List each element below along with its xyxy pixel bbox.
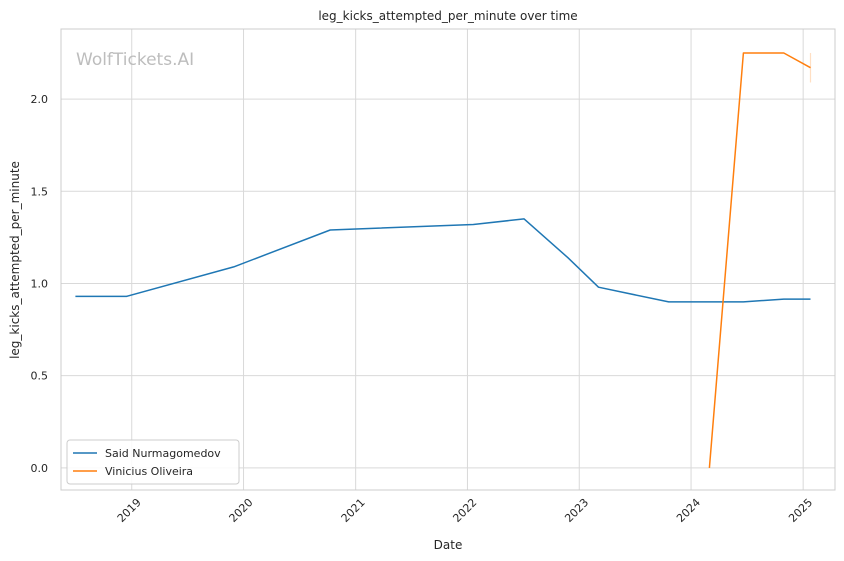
y-axis-title: leg_kicks_attempted_per_minute	[8, 161, 22, 359]
x-axis-title: Date	[434, 538, 463, 552]
series-line-2	[708, 52, 811, 468]
y-tick-label: 0.5	[31, 370, 49, 383]
y-tick-label: 1.0	[31, 277, 49, 290]
chart-title: leg_kicks_attempted_per_minute over time	[318, 9, 577, 23]
legend-box	[66, 439, 240, 485]
y-tick-label: 0.0	[31, 462, 49, 475]
plot-frame	[60, 28, 836, 491]
legend-label-1: Said Nurmagomedov	[105, 447, 221, 460]
y-tick-label: 2.0	[31, 93, 49, 106]
series-line-1	[75, 218, 811, 303]
y-tick-label: 1.5	[31, 185, 49, 198]
legend-label-2: Vinicius Oliveira	[105, 465, 193, 478]
watermark: WolfTickets.AI	[76, 50, 194, 70]
